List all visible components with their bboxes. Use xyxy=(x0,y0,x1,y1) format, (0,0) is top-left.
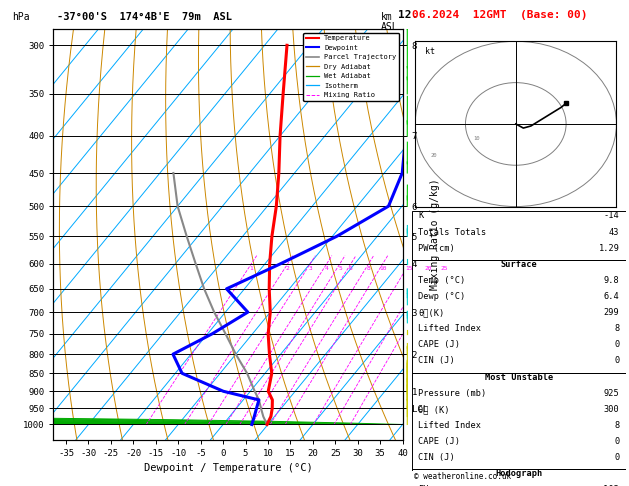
Text: 0: 0 xyxy=(614,453,620,462)
Text: Pressure (mb): Pressure (mb) xyxy=(418,389,487,398)
Text: K: K xyxy=(418,211,424,221)
Text: 10: 10 xyxy=(379,266,387,271)
Text: 925: 925 xyxy=(604,389,620,398)
Text: 1.29: 1.29 xyxy=(598,243,620,253)
Text: 8: 8 xyxy=(367,266,370,271)
Text: 6: 6 xyxy=(349,266,353,271)
Text: Surface: Surface xyxy=(501,260,537,269)
X-axis label: Dewpoint / Temperature (°C): Dewpoint / Temperature (°C) xyxy=(143,464,313,473)
Text: CIN (J): CIN (J) xyxy=(418,357,455,365)
Text: 299: 299 xyxy=(604,308,620,317)
Text: Lifted Index: Lifted Index xyxy=(418,421,481,430)
Text: -14: -14 xyxy=(604,211,620,221)
Text: 3: 3 xyxy=(308,266,312,271)
Text: 1: 1 xyxy=(250,266,253,271)
Text: 8: 8 xyxy=(614,421,620,430)
Text: 15: 15 xyxy=(406,266,413,271)
Text: Temp (°C): Temp (°C) xyxy=(418,276,465,285)
Bar xyxy=(412,211,626,260)
Bar xyxy=(412,260,626,373)
Text: PW (cm): PW (cm) xyxy=(418,243,455,253)
Text: θᴇ (K): θᴇ (K) xyxy=(418,405,450,414)
Text: Lifted Index: Lifted Index xyxy=(418,324,481,333)
Text: 0: 0 xyxy=(614,340,620,349)
Text: 12.: 12. xyxy=(398,10,418,20)
Text: 5: 5 xyxy=(338,266,342,271)
Text: 6.4: 6.4 xyxy=(604,292,620,301)
Text: 0: 0 xyxy=(614,357,620,365)
Text: 43: 43 xyxy=(609,227,620,237)
Text: Most Unstable: Most Unstable xyxy=(485,373,553,382)
Text: kt: kt xyxy=(425,47,435,56)
Text: © weatheronline.co.uk: © weatheronline.co.uk xyxy=(414,472,511,481)
Text: ASL: ASL xyxy=(381,22,398,32)
Text: CIN (J): CIN (J) xyxy=(418,453,455,462)
Text: hPa: hPa xyxy=(13,12,30,22)
Text: 0: 0 xyxy=(614,437,620,446)
Text: 20: 20 xyxy=(425,266,433,271)
Text: km: km xyxy=(381,12,392,22)
Text: Totals Totals: Totals Totals xyxy=(418,227,487,237)
Text: 10: 10 xyxy=(473,137,479,141)
Text: Dewp (°C): Dewp (°C) xyxy=(418,292,465,301)
Legend: Temperature, Dewpoint, Parcel Trajectory, Dry Adiabat, Wet Adiabat, Isotherm, Mi: Temperature, Dewpoint, Parcel Trajectory… xyxy=(303,33,399,101)
Text: CAPE (J): CAPE (J) xyxy=(418,437,460,446)
Text: 20: 20 xyxy=(430,153,437,158)
Text: CAPE (J): CAPE (J) xyxy=(418,340,460,349)
Text: 8: 8 xyxy=(614,324,620,333)
Text: θᴇ(K): θᴇ(K) xyxy=(418,308,445,317)
Text: 25: 25 xyxy=(440,266,448,271)
Text: 9.8: 9.8 xyxy=(604,276,620,285)
Text: 2: 2 xyxy=(286,266,290,271)
Bar xyxy=(412,373,626,469)
Text: 06.2024  12GMT  (Base: 00): 06.2024 12GMT (Base: 00) xyxy=(412,10,587,20)
Text: -37°00'S  174°4B'E  79m  ASL: -37°00'S 174°4B'E 79m ASL xyxy=(57,12,231,22)
Text: 4: 4 xyxy=(325,266,329,271)
Text: 300: 300 xyxy=(604,405,620,414)
Y-axis label: Mixing Ratio (g/kg): Mixing Ratio (g/kg) xyxy=(430,179,440,290)
Bar xyxy=(412,469,626,486)
Text: Hodograph: Hodograph xyxy=(495,469,543,478)
